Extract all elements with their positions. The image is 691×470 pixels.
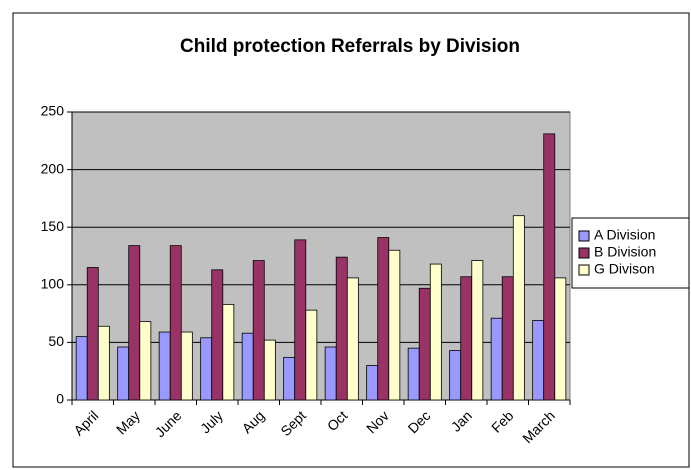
y-tick-label: 0 (56, 391, 64, 407)
bar (512, 215, 525, 401)
bar (263, 339, 276, 401)
legend-box (571, 217, 690, 289)
legend-label: A Division (594, 227, 655, 243)
bar (211, 269, 224, 401)
bar (418, 287, 431, 401)
bar (128, 245, 141, 401)
bar (554, 277, 567, 401)
bar (117, 346, 130, 401)
bar (139, 321, 152, 401)
bar (346, 277, 359, 401)
bar (335, 256, 348, 401)
bar (490, 317, 503, 401)
legend-swatch (578, 230, 590, 242)
bar (305, 309, 318, 401)
bar (366, 365, 379, 401)
bar (532, 320, 545, 401)
bar (283, 356, 296, 401)
bar (75, 336, 88, 401)
bar (407, 347, 420, 401)
plot-area (71, 111, 571, 401)
bar (180, 331, 193, 401)
bar (158, 331, 171, 401)
legend-swatch (578, 264, 590, 276)
y-tick-label: 200 (41, 160, 65, 176)
legend-label: B Division (594, 244, 656, 260)
bar (294, 239, 307, 401)
y-tick-label: 250 (41, 103, 65, 119)
bar (543, 133, 556, 401)
bar (97, 325, 110, 401)
y-tick-label: 100 (41, 276, 65, 292)
bar (86, 267, 99, 401)
bar (200, 337, 213, 401)
bar (241, 332, 254, 401)
bar (377, 237, 390, 401)
chart-title: Child protection Referrals by Division (180, 36, 520, 57)
legend-label: G Divison (594, 261, 655, 277)
y-tick-label: 150 (41, 218, 65, 234)
bar (429, 263, 442, 401)
bar (449, 350, 462, 401)
bar (501, 276, 514, 401)
bar (222, 303, 235, 401)
bar (324, 346, 337, 401)
bar (169, 245, 182, 401)
bar (460, 276, 473, 401)
bar (388, 249, 401, 401)
bar (252, 260, 265, 401)
bar (471, 260, 484, 401)
y-tick-label: 50 (48, 333, 64, 349)
legend-swatch (578, 247, 590, 259)
